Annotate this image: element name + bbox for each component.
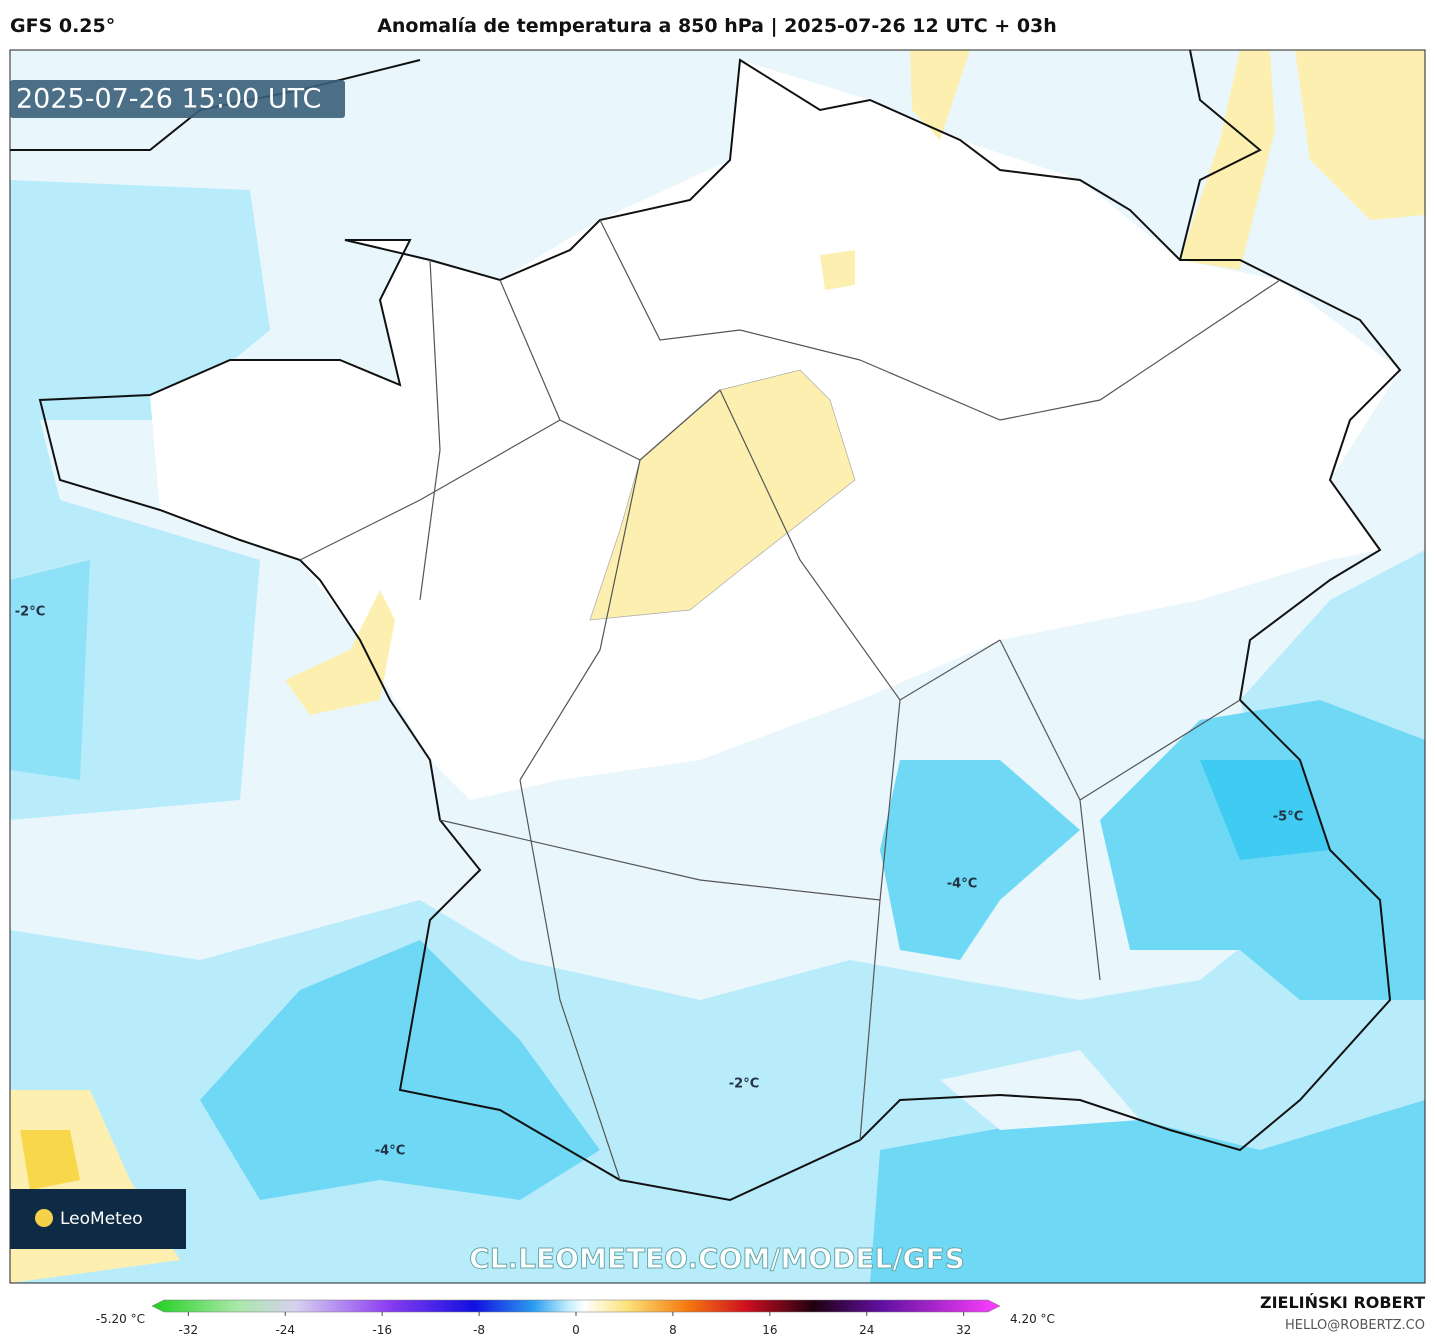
warm-zone	[285, 590, 395, 715]
warm-zone	[1180, 50, 1275, 270]
anomaly-zone	[870, 1100, 1425, 1283]
model-name: GFS 0.25°	[10, 15, 115, 37]
colorbar-tick-label: -16	[372, 1323, 392, 1337]
map-title: Anomalía de temperatura a 850 hPa | 2025…	[377, 15, 1057, 37]
warm-zone	[820, 250, 855, 290]
contour-label: -2°C	[15, 605, 45, 620]
logo: LeoMeteo	[60, 1209, 143, 1229]
admin-borders	[299, 219, 1281, 1181]
warm-zone	[589, 369, 856, 621]
coastline-border	[38, 58, 1402, 1202]
warm-zone	[20, 1130, 80, 1190]
colorbar-tick-label: 16	[762, 1323, 777, 1337]
warm-zone	[910, 50, 970, 140]
colorbar-ramp	[151, 1299, 1001, 1313]
email: HELLO@ROBERTZ.CO	[1285, 1318, 1425, 1333]
valid-time: 2025-07-26 15:00 UTC	[16, 84, 321, 115]
logo-sun	[35, 1209, 53, 1227]
time-badge	[10, 80, 345, 118]
colorbar-tick-label: -32	[179, 1323, 199, 1337]
anomaly-zone	[940, 1050, 1140, 1130]
map-frame	[9, 49, 1426, 1284]
colorbar-tick-label: 8	[669, 1323, 677, 1337]
colorbar-tick-label: 0	[572, 1323, 580, 1337]
watermark: CL.LEOMETEO.COM/MODEL/GFS	[469, 1242, 965, 1275]
anomaly-zone	[880, 760, 1080, 960]
colorbar-tick-label: -8	[473, 1323, 485, 1337]
contour-label: -2°C	[729, 1077, 759, 1092]
author: ZIELIŃSKI ROBERT	[1260, 1293, 1425, 1312]
colorbar-tick-label: 24	[859, 1323, 874, 1337]
colorbar-max: 4.20 °C	[1010, 1312, 1055, 1326]
anomaly-zone	[200, 940, 600, 1200]
anomaly-zone	[10, 560, 90, 780]
colorbar-min: -5.20 °C	[96, 1312, 145, 1326]
anomaly-zone	[1200, 760, 1330, 860]
colorbar-tick-label: 32	[956, 1323, 971, 1337]
contour-label: -4°C	[375, 1144, 405, 1159]
colorbar: -5.20 °C 4.20 °C	[96, 1299, 1055, 1326]
colorbar-tick-label: -24	[275, 1323, 295, 1337]
map	[10, 50, 1425, 1283]
contour-label: -5°C	[1273, 810, 1303, 825]
contour-label: -4°C	[947, 877, 977, 892]
warm-zone	[1295, 50, 1425, 220]
